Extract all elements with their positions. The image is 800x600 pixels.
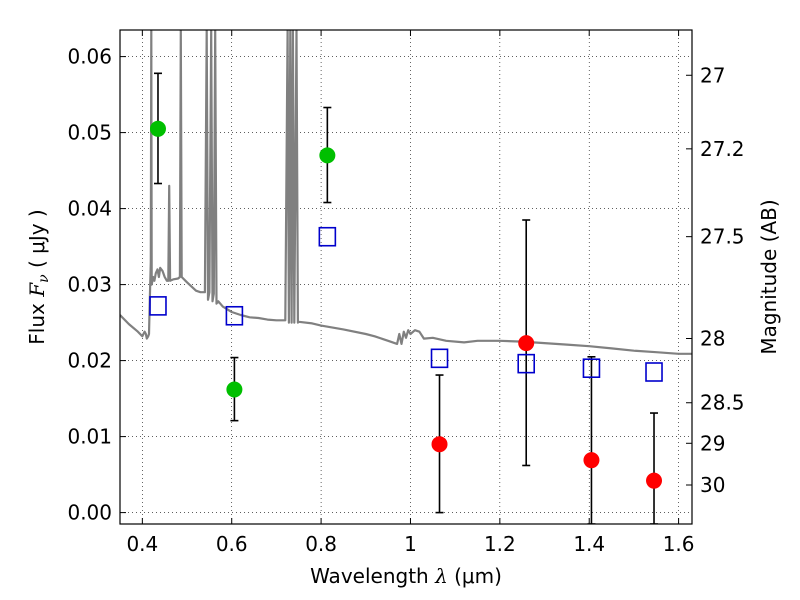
- secondary-y-axis-label: Magnitude (AB): [757, 199, 781, 354]
- upper-limit-point: [646, 472, 663, 489]
- y-tick-label: 0.05: [67, 121, 112, 145]
- y-tick-label: 0.06: [67, 45, 112, 69]
- grid-lines: [120, 30, 692, 524]
- x-tick-label: 1: [404, 532, 417, 556]
- x-tick-label: 0.4: [126, 532, 158, 556]
- detected-flux-point: [319, 147, 336, 164]
- x-axis-label: Wavelength λ (μm): [310, 564, 502, 588]
- x-tick-label: 1.4: [573, 532, 605, 556]
- model-flux-square: [430, 348, 449, 369]
- model-flux-square: [517, 353, 536, 374]
- y-axis-label: Flux Fν ( μJy ): [25, 209, 52, 344]
- y2-tick-label: 27: [700, 63, 725, 87]
- y-tick-label: 0.02: [67, 349, 112, 373]
- y-tick-label: 0.00: [67, 501, 112, 525]
- model-flux-square: [149, 296, 167, 316]
- model-flux-square: [318, 226, 337, 247]
- y-tick-label: 0.03: [67, 273, 112, 297]
- y2-tick-label: 28: [700, 326, 725, 350]
- model-flux-square: [225, 305, 244, 326]
- axis-ticks: 0.4 0.6 0.8 1 1.2 1.4 1.6 0.00 0.01 0.02 0.03 0.04 0…: [67, 30, 745, 556]
- x-tick-label: 0.6: [216, 532, 248, 556]
- x-tick-label: 1.2: [484, 532, 516, 556]
- y2-tick-label: 30: [700, 473, 725, 497]
- upper-limit-point: [431, 436, 448, 453]
- model-flux-square: [645, 362, 663, 382]
- plot-area: [120, 30, 692, 524]
- x-tick-label: 1.6: [663, 532, 695, 556]
- y2-tick-label: 27.2: [700, 137, 745, 161]
- model-flux-square: [582, 358, 601, 379]
- plot-frame: [119, 29, 693, 525]
- upper-limit-point: [518, 335, 535, 352]
- y-tick-label: 0.04: [67, 197, 112, 221]
- x-tick-label: 0.8: [305, 532, 337, 556]
- y-tick-label: 0.01: [67, 425, 112, 449]
- sed-curve: [120, 30, 692, 355]
- y2-tick-label: 27.5: [700, 225, 745, 249]
- detected-flux-point: [226, 381, 243, 398]
- detected-flux-point: [149, 120, 166, 137]
- upper-limit-point: [583, 452, 600, 469]
- y2-tick-label: 29: [700, 431, 725, 455]
- y2-tick-label: 28.5: [700, 391, 745, 415]
